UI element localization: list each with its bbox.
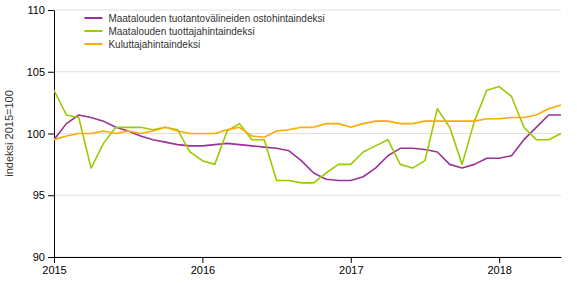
y-tick: 90 [33, 251, 54, 263]
y-tick-mark [48, 10, 54, 11]
legend-item: Kuluttajahintaindeksi [84, 39, 200, 50]
x-axis: 2015 2016 2017 2018 [42, 257, 561, 276]
y-tick-label: 110 [27, 4, 45, 16]
series-line [54, 115, 561, 180]
y-tick-label: 95 [33, 189, 45, 201]
grid-line [54, 257, 561, 258]
legend-item: Maatalouden tuotantovälineiden ostohinta… [84, 13, 324, 24]
x-tick-label: 2015 [42, 264, 66, 276]
y-tick-label: 105 [27, 66, 45, 78]
legend-label: Maatalouden tuotantovälineiden ostohinta… [108, 13, 324, 24]
legend-label: Kuluttajahintaindeksi [108, 39, 200, 50]
grid-line [54, 10, 561, 11]
legend: Maatalouden tuotantovälineiden ostohinta… [84, 13, 324, 50]
x-tick-mark [202, 257, 203, 263]
x-axis-line [55, 257, 562, 258]
y-tick-mark [48, 195, 54, 196]
y-tick: 105 [27, 66, 54, 78]
grid-line [54, 195, 561, 196]
y-axis: 90 95 100 105 110 [27, 4, 55, 263]
grid-line [54, 71, 561, 72]
series-line [54, 87, 561, 183]
plot: 90 95 100 105 110 2015 2016 2017 2018 Maatalouden… [27, 4, 562, 276]
grid-line [54, 133, 561, 134]
y-tick: 95 [33, 189, 54, 201]
y-tick-label: 90 [33, 251, 45, 263]
x-tick-label: 2018 [487, 264, 511, 276]
x-tick-label: 2016 [191, 264, 215, 276]
y-axis-title: indeksi 2015=100 [3, 90, 15, 177]
grid [54, 10, 561, 257]
x-tick-mark [54, 257, 55, 263]
series-group [54, 87, 561, 183]
x-tick: 2015 [42, 257, 66, 276]
y-tick-mark [48, 257, 54, 258]
x-tick-mark [351, 257, 352, 263]
y-tick-mark [48, 134, 54, 135]
x-tick-label: 2017 [339, 264, 363, 276]
legend-swatch [84, 30, 102, 32]
series-line [54, 105, 561, 140]
y-axis-line [54, 11, 55, 258]
legend-swatch [84, 43, 102, 45]
x-tick-mark [499, 257, 500, 263]
y-tick: 110 [27, 4, 54, 16]
legend-label: Maatalouden tuottajahintaindeksi [108, 26, 254, 37]
chart: 90 95 100 105 110 2015 2016 2017 2018 Maatalouden… [0, 0, 577, 283]
y-tick-label: 100 [27, 128, 45, 140]
y-tick-mark [48, 72, 54, 73]
legend-item: Maatalouden tuottajahintaindeksi [84, 26, 254, 37]
x-tick: 2017 [339, 257, 363, 276]
x-tick: 2016 [191, 257, 215, 276]
x-tick: 2018 [487, 257, 511, 276]
y-tick: 100 [27, 128, 54, 140]
legend-swatch [84, 17, 102, 19]
